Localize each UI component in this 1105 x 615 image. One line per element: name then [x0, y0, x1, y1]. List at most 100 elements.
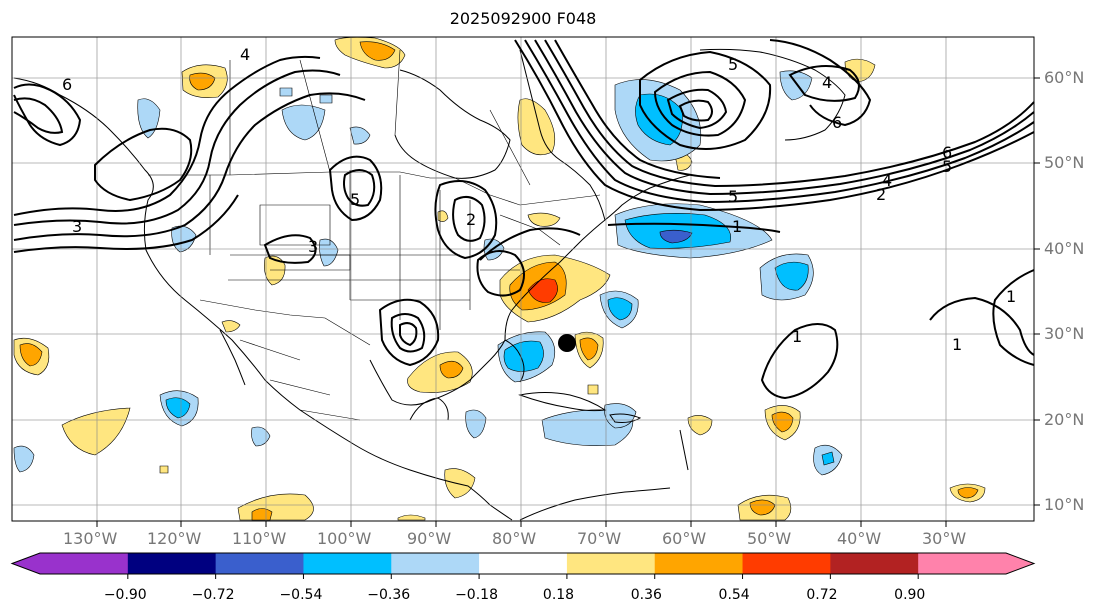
- coastlines: [13, 48, 846, 521]
- contour-greenland-ridge: [769, 39, 872, 127]
- coastline-cuba: [518, 392, 607, 412]
- contour-labrador-low-2: [653, 70, 747, 137]
- contour-label: 3: [72, 217, 82, 236]
- lon-label: 50°W: [747, 529, 792, 548]
- contour-label: 1: [732, 217, 742, 236]
- contour-label: 4: [240, 45, 250, 64]
- warm-anomaly-canada-west-core: [189, 72, 216, 91]
- contour-label: 1: [1006, 287, 1016, 306]
- anomaly-shading: [13, 37, 986, 521]
- cool-anomaly-atlantic-far-south-core: [821, 451, 835, 466]
- contour-gulf-low: [378, 298, 440, 367]
- lat-ticks: [1034, 77, 1040, 506]
- contour-label: 2: [876, 185, 886, 204]
- coastline-greenland: [699, 48, 846, 141]
- warm-anomaly-atlantic-bottom-core: [749, 499, 776, 516]
- cool-anomaly-arctic: [279, 87, 293, 97]
- lat-label: 40°N: [1044, 239, 1085, 258]
- colorbar-segment: [742, 553, 831, 574]
- lat-label: 50°N: [1044, 153, 1085, 172]
- cool-anomaly-baja: [251, 426, 271, 447]
- contour-eastern-canada-5: [554, 39, 721, 179]
- lat-label: 20°N: [1044, 410, 1085, 429]
- warm-anomaly-pacific-bottom-2: [397, 514, 426, 521]
- colorbar-segment: [830, 553, 919, 574]
- colorbar-tick-label: −0.54: [279, 587, 323, 603]
- warm-anomaly-rockies: [264, 255, 286, 286]
- contour-label: 4: [822, 73, 832, 92]
- lon-label: 110°W: [232, 529, 287, 548]
- lon-ticks: [96, 521, 947, 527]
- contour-ohio: [479, 227, 581, 261]
- contour-label: 3: [308, 237, 318, 256]
- cool-anomaly-florida-bahamas-core: [503, 340, 544, 372]
- lat-label: 10°N: [1044, 495, 1085, 514]
- lon-label: 100°W: [317, 529, 372, 548]
- contour-north-atlantic-high: [788, 65, 860, 102]
- contour-label: 5: [728, 187, 738, 206]
- cool-anomaly-alaska: [319, 94, 333, 104]
- border-us-canada: [148, 171, 601, 206]
- contour-great-lakes-low-2: [452, 195, 486, 242]
- colorbar-segment: [566, 553, 656, 574]
- coastline-us-east: [504, 174, 691, 341]
- colorbar-segment: [215, 553, 304, 574]
- lon-label: 130°W: [63, 529, 118, 548]
- coastline-yucatan: [409, 397, 449, 421]
- contour-label: 1: [952, 335, 962, 354]
- contour-eastern-canada-2: [524, 39, 1035, 204]
- contour-label: 5: [942, 157, 952, 176]
- colorbar-tick-label: 0.36: [630, 587, 662, 603]
- cool-anomaly-pacific-south-core: [165, 397, 191, 419]
- contour-gulf-low-3: [399, 322, 418, 347]
- colorbar-tick-label: 0.18: [542, 587, 575, 603]
- cool-anomaly-pacific-west-small: [13, 445, 35, 473]
- coastline-hudson: [394, 69, 511, 179]
- colorbar-tick-label: 0.72: [806, 587, 838, 603]
- warm-anomaly-carib-small: [587, 384, 599, 395]
- coastline-lesser-antilles: [679, 429, 689, 471]
- contour-label: 4: [882, 171, 892, 190]
- contour-label: 2: [466, 210, 476, 229]
- cool-anomaly-pacific-coast: [137, 98, 161, 139]
- colorbar-tick-label: −0.90: [103, 587, 147, 603]
- lon-label: 60°W: [662, 529, 707, 548]
- contour-low-alaska-2: [13, 97, 64, 134]
- contour-west-1: [13, 55, 321, 216]
- contour-label: 5: [350, 190, 360, 209]
- contour-trough-central: [328, 155, 383, 222]
- warm-anomaly-tiny-1: [159, 465, 169, 474]
- contour-ridge-west: [94, 127, 193, 202]
- cool-anomaly-great-plains-w: [171, 225, 197, 253]
- cool-anomaly-atlantic-east-core: [607, 297, 633, 321]
- contour-west-2: [13, 69, 341, 226]
- contour-labrador-low: [639, 50, 772, 150]
- contour-eastern-canada-1: [514, 39, 1035, 212]
- border-us-mexico: [199, 299, 371, 346]
- colorbar-tick-label: 0.54: [718, 587, 750, 603]
- warm-anomaly-pacific-bottom-core: [251, 508, 273, 521]
- contour-east-atlantic-2: [929, 296, 1035, 356]
- lat-label: 60°N: [1044, 68, 1085, 87]
- contour-east-atlantic-1: [992, 269, 1035, 366]
- contour-label: 1: [792, 327, 802, 346]
- cool-anomaly-north-atlantic-deep: [659, 229, 693, 244]
- lat-label: 30°N: [1044, 324, 1085, 343]
- warm-anomaly-hudson-bay-core: [359, 41, 396, 61]
- coastline-hispaniola: [609, 413, 642, 423]
- contour-label: 6: [942, 143, 952, 162]
- contour-label: 6: [62, 75, 72, 94]
- lon-label: 120°W: [147, 529, 202, 548]
- graticule: [12, 37, 1034, 521]
- map-frame: [11, 36, 1035, 522]
- contour-atlantic-ridge: [760, 323, 839, 400]
- colorbar-segment: [479, 553, 568, 574]
- lon-label: 40°W: [837, 529, 882, 548]
- border-mexico-states: [239, 339, 361, 421]
- warm-anomaly-atlantic-1-core: [579, 337, 599, 361]
- contour-gulf-low-2: [390, 313, 426, 353]
- warm-anomaly-atlantic-south-core: [771, 411, 794, 433]
- colorbar-segment: [127, 553, 217, 574]
- cool-anomaly-gulf-west: [465, 409, 487, 439]
